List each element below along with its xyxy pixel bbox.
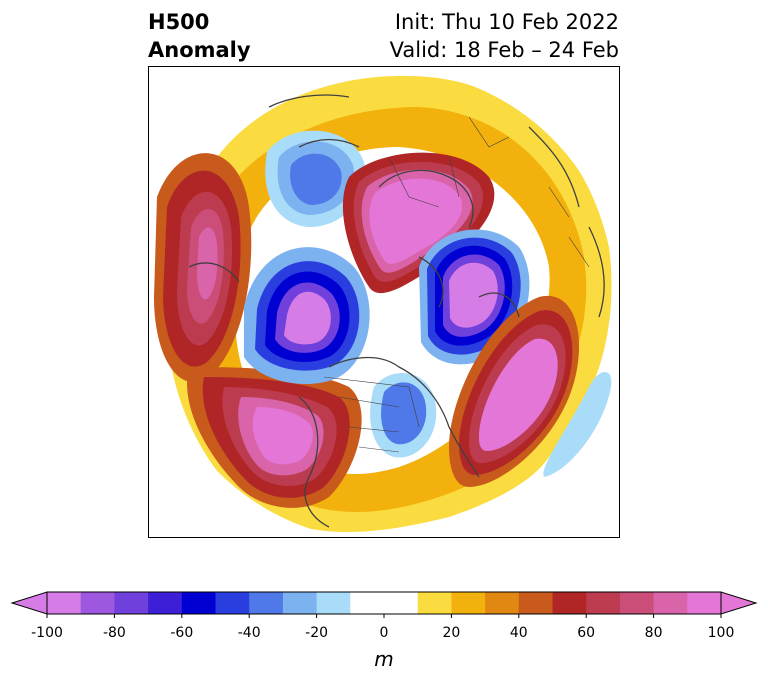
west-coast-ridge [187,367,362,508]
colorbar-tick-label: 0 [379,625,389,641]
colorbar-bin [80,592,115,614]
colorbar-bin [687,592,722,614]
colorbar-extend-min [10,591,48,615]
colorbar-tick-label: 40 [509,625,528,641]
colorbar [10,591,758,618]
colorbar-bin [114,592,149,614]
variable-title: H500 [148,10,210,34]
colorbar-bin [518,592,553,614]
colorbar-bin [485,592,520,614]
product-title: Anomaly [148,38,251,62]
atlantic-ridge [449,295,579,487]
colorbar-unit-label: m [374,647,394,671]
colorbar-tick-label: -20 [305,625,329,641]
colorbar-bin [47,592,82,614]
colorbar-bin [417,592,452,614]
map-title-block: H500 Anomaly [148,8,251,64]
map-canvas [149,69,619,537]
colorbar-bin [619,592,655,614]
colorbar-bin [552,592,587,614]
colorbar-bin [384,592,419,614]
political-borders [323,116,590,453]
colorbar-extend-max [720,591,758,615]
colorbar-tick-label: 80 [644,625,663,641]
coastlines [188,94,605,528]
colorbar-tick-label: -100 [31,625,63,641]
central-asia-trough [265,130,366,227]
eastern-canada-trough [370,373,437,458]
colorbar-bin [350,592,385,614]
colorbar-tick-label: 20 [442,625,461,641]
siberian-trough [244,247,370,385]
valid-range: Valid: 18 Feb – 24 Feb [389,38,619,62]
init-date: Init: Thu 10 Feb 2022 [394,10,619,34]
colorbar-bin [586,592,621,614]
colorbar-bin [451,592,486,614]
colorbar-tick-label: 100 [707,625,735,641]
anomaly-map [148,66,620,538]
colorbar-bin [148,592,183,614]
colorbar-tick-label: -60 [170,625,194,641]
colorbar-bin [282,592,318,614]
colorbar-bin [316,592,351,614]
atlantic-weak-trough [543,372,612,477]
colorbar-bin [181,592,216,614]
colorbar-tick-label: -80 [102,625,126,641]
colorbar-bin [249,592,284,614]
colorbar-bin [215,592,250,614]
scandinavian-trough [419,229,530,365]
date-block: Init: Thu 10 Feb 2022 Valid: 18 Feb – 24… [390,8,619,64]
colorbar-tick-label: -40 [237,625,261,641]
colorbar-bin [653,592,688,614]
colorbar-tick-label: 60 [577,625,596,641]
